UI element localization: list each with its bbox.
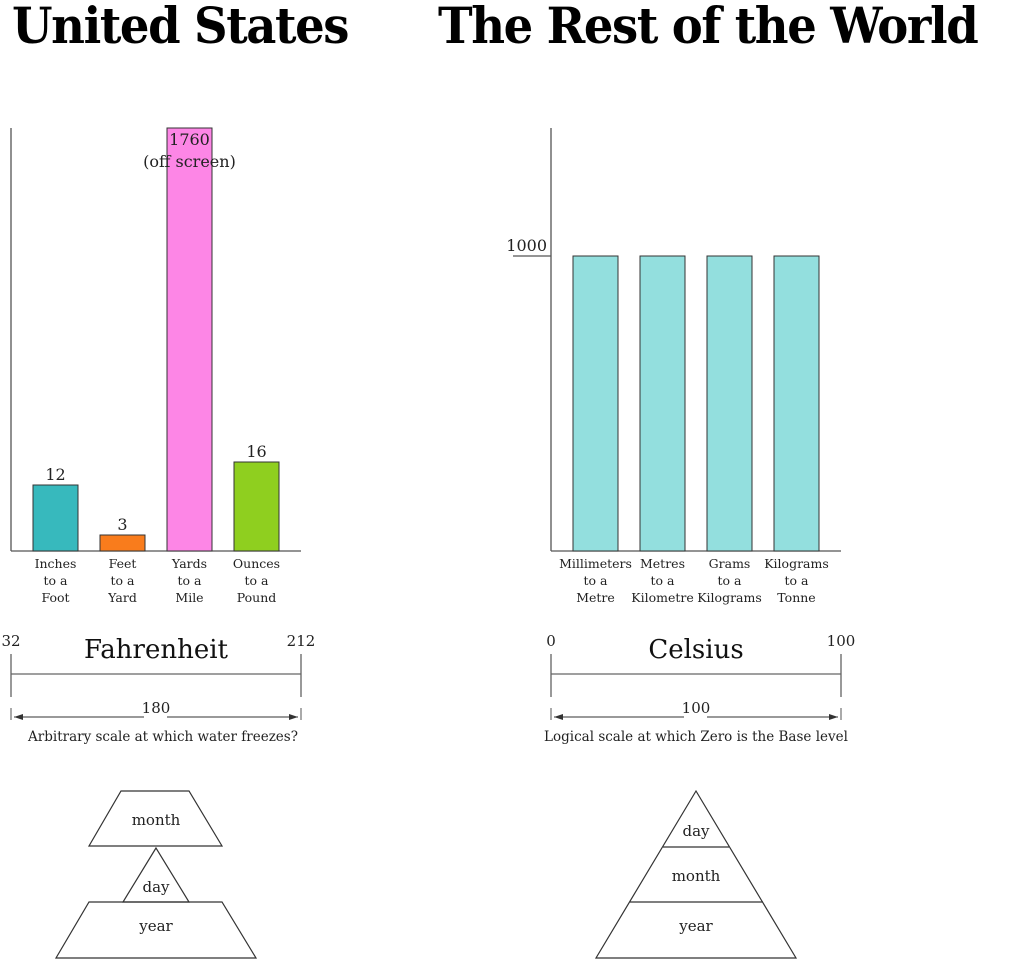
us-bar-chart: 12 3 1760 (off screen) 16 Inches to a Fo… — [10, 127, 301, 605]
category-label: Ounces — [233, 556, 280, 571]
pyramid-outline — [594, 789, 798, 959]
category-label: to a — [111, 573, 136, 588]
category-label: Yards — [171, 556, 207, 571]
title-united-states: United States — [12, 0, 349, 55]
category-label: Pound — [237, 590, 277, 605]
category-label: Inches — [35, 556, 77, 571]
celsius-caption: Logical scale at which Zero is the Base … — [544, 729, 848, 745]
us-middle-label: day — [142, 878, 170, 896]
value-label: 16 — [246, 442, 266, 461]
bar-kg-tonne — [773, 255, 820, 552]
us-top-label: month — [132, 811, 181, 829]
category-label: Kilograms — [697, 590, 762, 605]
category-label: Feet — [109, 556, 137, 571]
category-label: Metres — [640, 556, 685, 571]
world-bar-chart: 1000 Millimeters to a Metre Metres to a … — [506, 128, 841, 605]
world-top-label: day — [682, 822, 710, 840]
world-date-diagram — [594, 789, 798, 959]
title-rest-of-world: The Rest of the World — [438, 0, 979, 55]
fahrenheit-span: 180 — [142, 699, 171, 717]
value-label: 3 — [117, 515, 127, 534]
celsius-scale: 0 Celsius 100 100 Logical scale at which… — [544, 632, 855, 745]
category-label: Grams — [709, 556, 751, 571]
bar-metres-km — [639, 255, 686, 552]
off-screen-annotation: (off screen) — [143, 152, 236, 171]
bar-mm-metre — [572, 255, 619, 552]
fahrenheit-min: 32 — [1, 632, 20, 650]
fahrenheit-caption: Arbitrary scale at which water freezes? — [27, 729, 298, 745]
celsius-max: 100 — [827, 632, 856, 650]
category-label: Millimeters — [559, 556, 632, 571]
fahrenheit-max: 212 — [287, 632, 316, 650]
category-label: Mile — [175, 590, 203, 605]
fahrenheit-label: Fahrenheit — [84, 635, 229, 665]
category-label: Foot — [41, 590, 69, 605]
bar-yards-mile — [166, 127, 213, 552]
category-label: to a — [651, 573, 676, 588]
category-label: to a — [178, 573, 203, 588]
category-label: Yard — [107, 590, 137, 605]
category-label: to a — [584, 573, 609, 588]
world-bottom-label: year — [678, 917, 713, 935]
year-trapezoid — [54, 901, 258, 959]
category-label: to a — [718, 573, 743, 588]
bar-inches-foot — [32, 484, 79, 552]
us-bottom-label: year — [138, 917, 173, 935]
bar-ounces-pound — [233, 461, 280, 552]
y-tick-label: 1000 — [506, 236, 547, 255]
celsius-span: 100 — [682, 699, 711, 717]
us-date-diagram — [54, 790, 258, 959]
category-label: to a — [785, 573, 810, 588]
bar-grams-kg — [706, 255, 753, 552]
celsius-label: Celsius — [648, 635, 743, 665]
category-label: Kilograms — [764, 556, 829, 571]
category-label: to a — [44, 573, 69, 588]
category-label: Metre — [576, 590, 615, 605]
category-label: Tonne — [777, 590, 815, 605]
world-middle-label: month — [672, 867, 721, 885]
us-category-labels: Inches to a Foot Feet to a Yard Yards to… — [35, 556, 281, 605]
category-label: Kilometre — [631, 590, 694, 605]
fahrenheit-scale: 32 Fahrenheit 212 180 Arbitrary scale at… — [1, 632, 315, 745]
month-trapezoid — [87, 790, 224, 847]
world-category-labels: Millimeters to a Metre Metres to a Kilom… — [559, 556, 829, 605]
value-label: 12 — [45, 465, 65, 484]
celsius-min: 0 — [546, 632, 556, 650]
bar-feet-yard — [99, 534, 146, 552]
value-label: 1760 — [169, 130, 210, 149]
category-label: to a — [245, 573, 270, 588]
